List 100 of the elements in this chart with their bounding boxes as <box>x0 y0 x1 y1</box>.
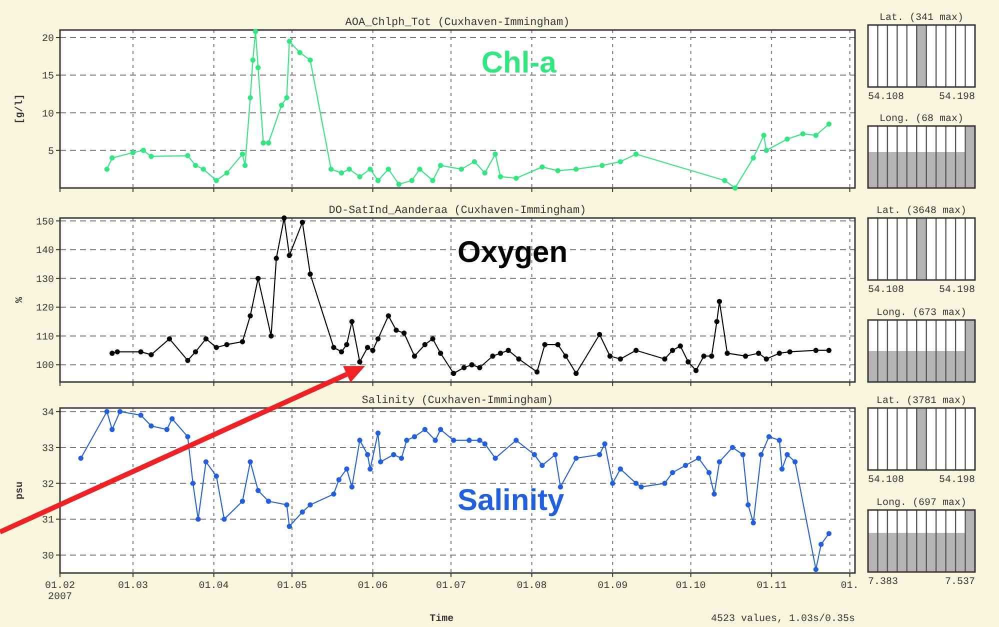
x-tick-label: 01.02 2007 <box>44 581 76 603</box>
point <box>256 65 261 70</box>
point <box>600 162 605 168</box>
y-tick-label: 10 <box>42 109 54 120</box>
text: 54.198 <box>938 475 975 486</box>
y-tick-label: 34 <box>42 408 54 420</box>
point <box>110 155 115 161</box>
point <box>375 178 381 184</box>
y-tick-label: 140 <box>36 246 54 258</box>
point <box>224 170 230 176</box>
point <box>633 152 639 157</box>
y-tick-label: 5 <box>48 146 54 158</box>
y-tick-label: 31 <box>42 516 54 527</box>
point <box>540 164 545 170</box>
x-tick-label: 01.10 <box>676 581 706 592</box>
point <box>438 162 444 168</box>
point <box>200 166 206 172</box>
point <box>386 166 392 172</box>
y-tick-label: 150 <box>36 217 54 228</box>
point <box>732 185 738 191</box>
chart-title: DO-SatInd_Aanderaa (Cuxhaven-Immingham) <box>328 205 586 217</box>
y-axis-title: [g/l] <box>14 94 26 124</box>
chart-title: AOA_Chlph_Tot (Cuxhaven-Immingham) <box>345 17 570 29</box>
point <box>498 174 504 180</box>
point <box>761 132 766 138</box>
point <box>297 50 302 56</box>
text: Long. (673 max) <box>876 307 967 319</box>
y-tick-label: 120 <box>36 304 54 315</box>
point <box>250 57 256 63</box>
point <box>284 95 290 100</box>
y-axis-title: % <box>15 296 26 304</box>
point <box>813 132 818 138</box>
y-tick-label: 32 <box>42 480 54 491</box>
point <box>430 178 436 184</box>
text: 7.537 <box>944 577 975 588</box>
point <box>192 162 198 168</box>
point <box>784 136 790 142</box>
x-tick-label: 01.08 <box>516 581 547 592</box>
point <box>826 121 832 127</box>
point <box>346 166 352 172</box>
point <box>482 170 488 176</box>
point <box>574 166 579 172</box>
text: 54.198 <box>938 285 975 296</box>
x-tick-label: 01.06 <box>358 581 388 592</box>
text: Lat. (3781 max) <box>876 395 967 407</box>
text: Chl-a <box>481 46 557 80</box>
point <box>357 174 362 180</box>
x-tick-label: 01.03 <box>118 581 148 592</box>
y-axis-title: psu <box>15 481 26 500</box>
point <box>214 178 219 184</box>
point <box>286 38 292 44</box>
point <box>130 150 136 156</box>
point <box>338 170 344 176</box>
point <box>140 148 146 153</box>
text: 54.108 <box>868 92 904 103</box>
point <box>396 182 402 187</box>
y-tick-label: 130 <box>36 274 54 286</box>
text: 54.198 <box>938 92 975 103</box>
text: 54.108 <box>868 285 904 296</box>
y-tick-label: 33 <box>42 444 54 455</box>
point <box>240 152 246 157</box>
x-tick-label: 01.05 <box>276 581 307 592</box>
point <box>750 155 756 161</box>
text: Oxygen <box>458 236 568 269</box>
point <box>248 95 253 100</box>
point <box>722 178 728 184</box>
point <box>185 153 190 158</box>
point <box>555 168 560 174</box>
x-tick-label: 01.11 <box>756 581 787 592</box>
y-tick-label: 100 <box>36 361 54 372</box>
point <box>148 154 154 159</box>
point <box>800 131 806 136</box>
text: Lat. (3648 max) <box>876 205 967 217</box>
point <box>514 176 519 181</box>
point <box>458 166 464 172</box>
point <box>764 148 769 153</box>
point <box>266 140 272 146</box>
text: 7.383 <box>868 577 898 588</box>
y-tick-label: 110 <box>36 332 54 344</box>
point <box>308 57 313 63</box>
point <box>260 140 266 146</box>
point <box>328 166 334 172</box>
point <box>417 166 422 172</box>
text: Lat. (341 max) <box>879 12 964 24</box>
text: 4523 values, 1.03s/0.35s <box>710 613 855 625</box>
point <box>368 166 373 172</box>
x-axis-title: Time <box>430 613 454 625</box>
series-label: Salinity <box>458 484 565 517</box>
y-tick-label: 15 <box>42 72 54 83</box>
y-tick-label: 20 <box>42 34 54 46</box>
x-tick-label: 01.09 <box>598 581 628 592</box>
point <box>409 178 414 184</box>
x-tick-label: 01.07 <box>436 581 466 592</box>
y-tick-label: 30 <box>42 552 54 563</box>
point <box>492 152 498 157</box>
point <box>104 166 110 172</box>
point <box>252 28 258 34</box>
chart-title: Salinity (Cuxhaven-Immingham) <box>362 395 554 407</box>
x-tick-label: 01.04 <box>198 581 229 592</box>
text: Long. (697 max) <box>876 497 967 509</box>
